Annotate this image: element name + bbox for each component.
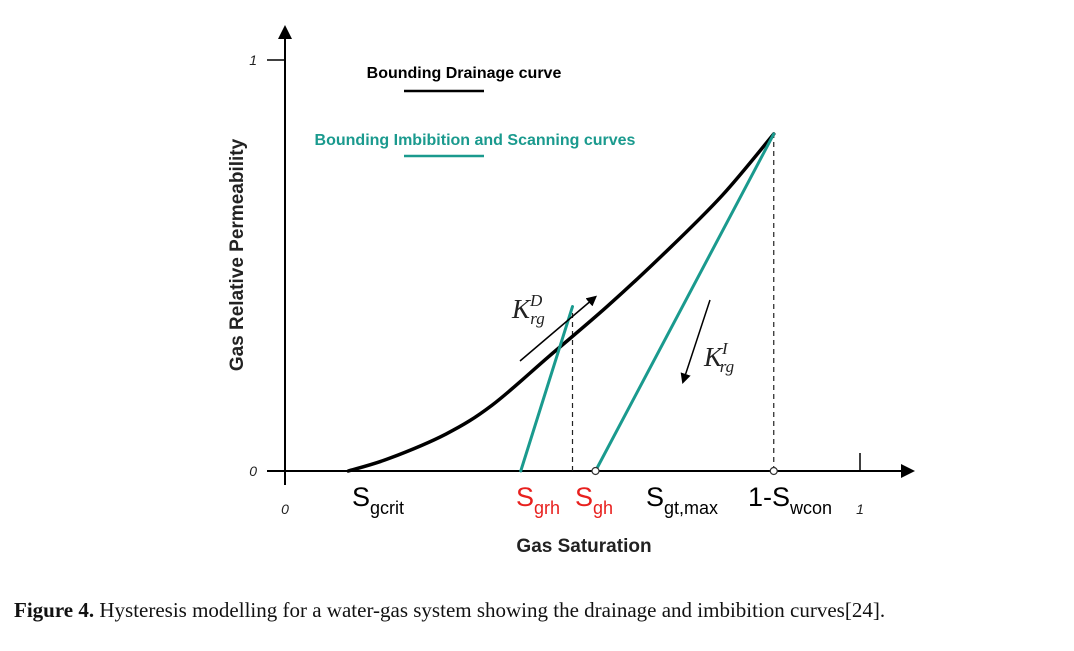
series-line-1: [519, 305, 574, 473]
x-marker-label-3: Sgt,max: [646, 482, 718, 518]
drainage-arrow: [519, 295, 598, 362]
x-marker-label-0: Sgcrit: [352, 482, 404, 518]
krg-i-sup: I: [721, 339, 729, 358]
caption-label: Figure 4.: [14, 598, 95, 622]
x-marker-sub-4: wcon: [789, 498, 832, 518]
krg-i-base: K: [703, 342, 724, 372]
x-marker-main-2: S: [575, 482, 593, 512]
legend-label-imbibition: Bounding Imbibition and Scanning curves: [315, 132, 636, 149]
x-axis-title: Gas Saturation: [516, 536, 651, 557]
y-tick-label-1: 1: [249, 52, 257, 68]
drainage-annotation: KD rg: [511, 291, 598, 362]
x-tick-label-0: 0: [281, 501, 289, 517]
imbibition-annotation: KI rg: [680, 299, 734, 384]
x-marker-sub-3: gt,max: [664, 498, 718, 518]
series-line-2: [594, 132, 776, 473]
krg-d-sub: rg: [530, 309, 545, 328]
krg-d-sup: D: [529, 291, 543, 310]
x-marker-sub-0: gcrit: [370, 498, 404, 518]
imbibition-arrow: [680, 299, 711, 384]
figure-caption: Figure 4. Hysteresis modelling for a wat…: [14, 598, 1064, 623]
caption-text: Hysteresis modelling for a water-gas sys…: [99, 598, 886, 622]
x-marker-label-1: Sgrh: [516, 482, 560, 518]
x-marker-main-1: S: [516, 482, 534, 512]
x-marker-label-2: Sgh: [575, 482, 613, 518]
legend-label-drainage: Bounding Drainage curve: [367, 65, 562, 82]
x-marker-sub-1: grh: [534, 498, 560, 518]
x-marker-main-0: S: [352, 482, 370, 512]
series-line-0: [346, 132, 776, 473]
axis-point-0: [591, 466, 600, 476]
x-marker-label-4: 1-Swcon: [748, 482, 832, 518]
x-marker-sub-2: gh: [593, 498, 613, 518]
x-marker-main-3: S: [646, 482, 664, 512]
x-tick-label-1: 1: [856, 501, 864, 517]
krg-d-base: K: [511, 294, 532, 324]
axis-point-1: [769, 466, 778, 476]
x-marker-main-4: 1-S: [748, 482, 790, 512]
legend: Bounding Drainage curve Bounding Imbibit…: [315, 65, 636, 158]
y-tick-label-0: 0: [249, 463, 257, 479]
krg-i-sub: rg: [720, 357, 735, 376]
y-axis-title: Gas Relative Permeability: [227, 138, 248, 371]
